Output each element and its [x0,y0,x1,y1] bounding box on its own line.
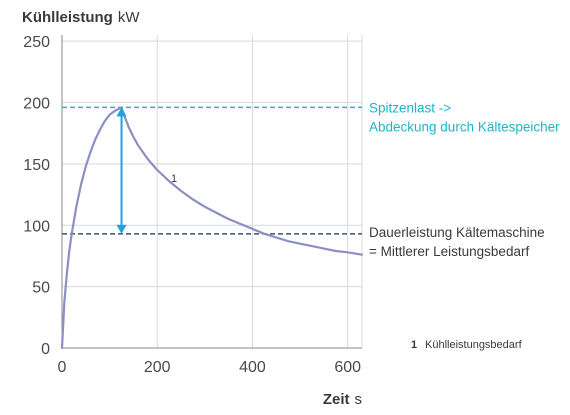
x-tick-label: 0 [58,359,67,376]
x-tick-label: 400 [239,359,266,376]
legend-text: Kühlleistungsbedarf [425,339,523,351]
peak-arrow-head-top [116,107,127,117]
y-tick-label: 250 [23,34,50,51]
peak-arrow-head-bottom [116,224,127,234]
peak-load-label: Spitzenlast -> [369,100,451,115]
y-tick-label: 200 [23,96,50,113]
chart-title-main: Kühlleistung [22,9,113,26]
chart-title-unit: kW [118,9,141,26]
continuous-power-label: Dauerleistung Kältemaschine [369,225,545,240]
x-axis-label-main: Zeit [323,391,350,408]
chart-title: Kühlleistung kW [22,9,140,26]
series-line-cooling-demand [60,106,364,350]
x-axis-label-unit: s [355,391,363,408]
x-axis-label: Zeit s [323,391,362,408]
y-tick-label: 150 [23,157,50,174]
y-tick-label: 0 [41,341,50,358]
x-tick-label: 600 [334,359,361,376]
series-number-label: 1 [171,173,177,185]
y-tick-label: 100 [23,218,50,235]
y-tick-label: 50 [32,280,50,297]
legend-number: 1 [411,339,417,351]
x-tick-label: 200 [144,359,171,376]
continuous-power-label: = Mittlerer Leistungsbedarf [369,244,529,259]
peak-load-label: Abdeckung durch Kältespeicher [369,119,560,134]
